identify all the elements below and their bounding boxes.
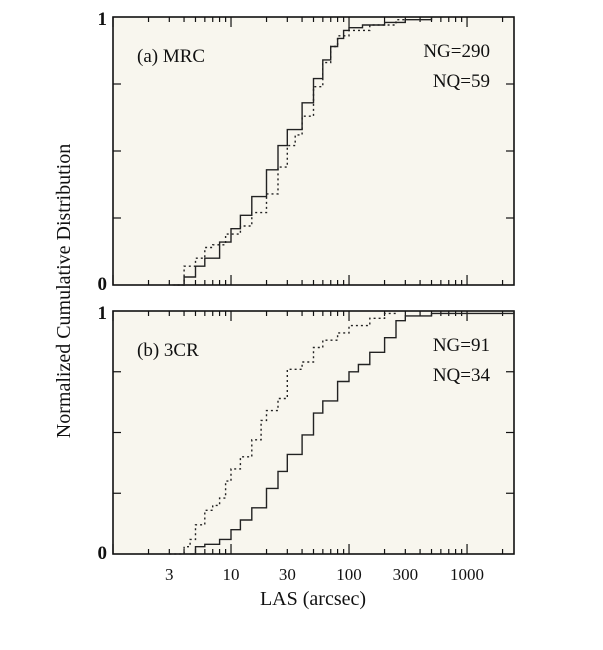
- y-tick-label-1-3cr: 1: [98, 303, 108, 324]
- x-axis-label: LAS (arcsec): [260, 588, 366, 610]
- count-label-3cr-1: NQ=34: [433, 365, 491, 386]
- count-label-mrc-0: NG=290: [423, 41, 490, 62]
- series-galaxies-mrc: [174, 17, 433, 286]
- y-tick-label-0-mrc: 0: [98, 274, 108, 295]
- panel-title-mrc: (a) MRC: [137, 46, 205, 67]
- plot-area-mrc: [112, 16, 515, 286]
- panel-title-3cr: (b) 3CR: [137, 340, 199, 361]
- panel-3cr: 0 1 (b) 3CR NG=91 NQ=34: [98, 303, 515, 564]
- x-tick-labels: 3 10 30 100 300 1000: [165, 565, 484, 584]
- x-tick-label-300: 300: [393, 565, 419, 584]
- x-tick-label-3: 3: [165, 565, 174, 584]
- series-quasars-3cr: [169, 311, 397, 555]
- count-label-mrc-1: NQ=59: [433, 71, 490, 92]
- x-tick-label-10: 10: [223, 565, 240, 584]
- y-tick-label-1-mrc: 1: [98, 9, 108, 30]
- series-galaxies-3cr: [190, 311, 515, 555]
- x-tick-label-1000: 1000: [450, 565, 484, 584]
- x-tick-label-100: 100: [336, 565, 362, 584]
- x-tick-label-30: 30: [279, 565, 296, 584]
- count-label-3cr-0: NG=91: [433, 335, 490, 356]
- panel-mrc: 0 1 (a) MRC NG=290 NQ=59: [98, 9, 515, 295]
- y-axis-label: Normalized Cumulative Distribution: [53, 144, 75, 438]
- y-tick-label-0-3cr: 0: [98, 543, 108, 564]
